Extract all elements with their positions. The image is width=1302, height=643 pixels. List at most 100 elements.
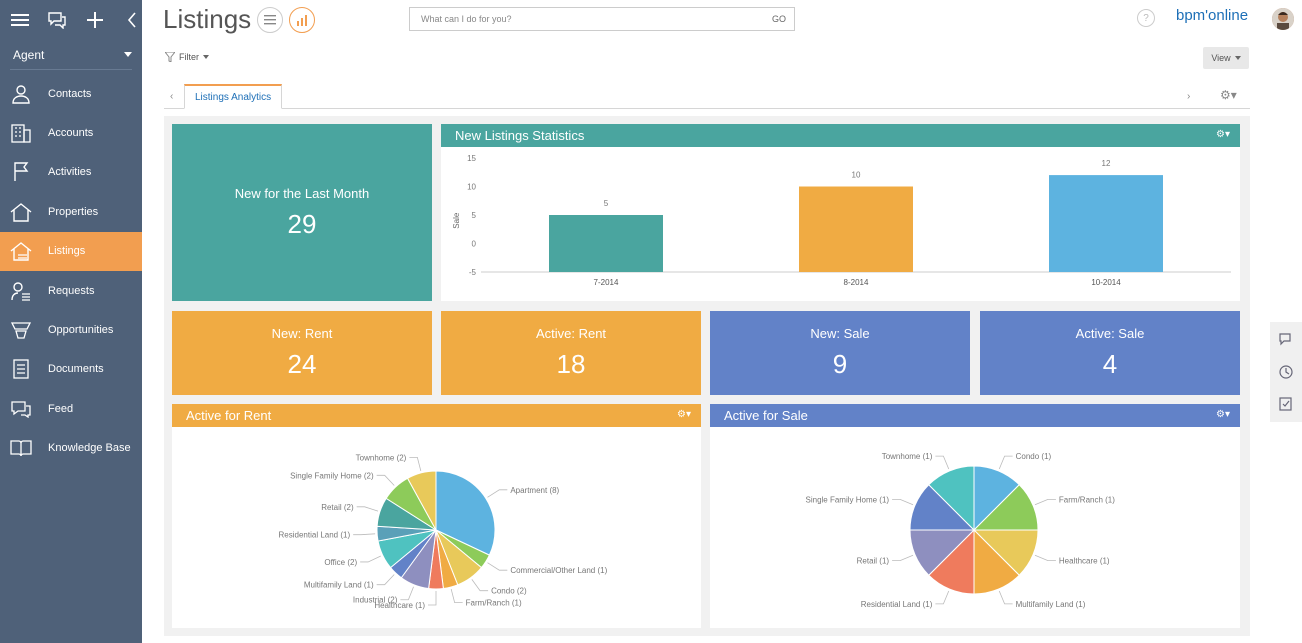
sidebar-item-label: Requests — [48, 284, 95, 297]
bar-value-label: 10 — [852, 171, 861, 180]
filter-label: Filter — [179, 52, 199, 62]
gear-icon[interactable]: ⚙▾ — [1220, 88, 1237, 102]
pie-slice-label: Apartment (8) — [510, 486, 559, 495]
menu-icon[interactable] — [10, 10, 29, 30]
pie-slice-label: Commercial/Other Land (1) — [510, 566, 607, 575]
sidebar-item-label: Properties — [48, 205, 99, 218]
pie-leader-line — [935, 590, 950, 605]
gear-icon[interactable]: ⚙▾ — [1216, 129, 1230, 140]
sidebar-item-label: Contacts — [48, 87, 92, 100]
chat-icon[interactable] — [1278, 332, 1294, 348]
sidebar-item-documents[interactable]: Documents — [0, 350, 142, 389]
pie-slice[interactable] — [406, 470, 437, 531]
chat-icon[interactable] — [47, 10, 67, 30]
bar-chart: -5 0 5 10 15 Sale 5 7-2014 10 8-2014 12 10-2014 — [452, 154, 1231, 287]
pie-slice-label: Farm/Ranch (1) — [466, 599, 522, 608]
tile-value: 24 — [287, 349, 317, 379]
house-list-icon — [10, 240, 32, 262]
y-tick-label: 0 — [472, 240, 477, 249]
panel-title: Active for Sale — [724, 408, 808, 423]
panel-header: New Listings Statistics ⚙▾ — [441, 124, 1240, 147]
bar-chart-icon — [297, 14, 307, 26]
collapse-icon[interactable] — [123, 10, 142, 30]
sidebar-item-feed[interactable]: Feed — [0, 389, 142, 428]
gear-icon[interactable]: ⚙▾ — [677, 409, 691, 420]
role-selector[interactable]: Agent — [10, 40, 132, 70]
pie-slice[interactable] — [435, 470, 496, 556]
tab-scroll-right-icon[interactable]: › — [1187, 91, 1191, 102]
clock-icon[interactable] — [1278, 364, 1294, 380]
bar[interactable] — [1049, 175, 1163, 272]
add-icon[interactable] — [85, 10, 104, 30]
tab-scroll-left-icon[interactable]: ‹ — [170, 91, 174, 102]
tile-label: Active: Rent — [535, 326, 607, 341]
filter-button[interactable]: Filter — [165, 52, 209, 62]
funnel-icon — [10, 319, 32, 341]
pie-slice-label: Condo (2) — [491, 587, 527, 596]
book-icon — [10, 437, 32, 459]
sidebar-item-label: Feed — [48, 402, 74, 415]
sidebar-nav: Contacts Accounts Activities Properties List… — [0, 74, 142, 468]
tile-active-rent[interactable]: Active: Rent 18 — [441, 311, 701, 395]
view-button[interactable]: View — [1203, 47, 1249, 69]
y-tick-label: 10 — [467, 183, 476, 192]
sidebar-item-requests[interactable]: Requests — [0, 271, 142, 310]
sidebar-item-label: Documents — [48, 363, 104, 376]
pie-leader-line — [428, 591, 437, 606]
pie-slice-label: Healthcare (1) — [1059, 557, 1110, 566]
pie-slice-label: Retail (1) — [857, 557, 890, 566]
tile-new-last-month[interactable]: New for the Last Month 29 — [172, 124, 432, 301]
pie-slice-label: Multifamily Land (1) — [1016, 600, 1086, 609]
tile-active-sale[interactable]: Active: Sale 4 — [980, 311, 1240, 395]
pie-leader-line — [376, 474, 395, 486]
sidebar-item-accounts[interactable]: Accounts — [0, 113, 142, 152]
pie-leader-line — [935, 455, 950, 470]
document-icon — [10, 358, 32, 380]
pie-leader-line — [356, 506, 379, 512]
search-input[interactable]: What can I do for you? GO — [409, 7, 795, 31]
tile-new-sale[interactable]: New: Sale 9 — [710, 311, 970, 395]
pie-leader-line — [487, 562, 508, 571]
help-icon[interactable]: ? — [1137, 9, 1155, 27]
tile-new-rent[interactable]: New: Rent 24 — [172, 311, 432, 395]
sidebar-item-activities[interactable]: Activities — [0, 153, 142, 192]
x-tick-label: 8-2014 — [844, 278, 869, 287]
sidebar-item-label: Activities — [48, 166, 92, 179]
tile-value: 4 — [1102, 349, 1118, 379]
search-placeholder: What can I do for you? — [421, 14, 512, 24]
list-view-button[interactable] — [257, 7, 283, 33]
tab-listings-analytics[interactable]: Listings Analytics — [184, 84, 283, 109]
bar-value-label: 5 — [604, 199, 609, 208]
pie-leader-line — [471, 579, 489, 592]
tile-label: New: Sale — [810, 326, 870, 341]
avatar[interactable] — [1272, 8, 1294, 30]
bar[interactable] — [549, 215, 663, 272]
search-go-button[interactable]: GO — [771, 14, 786, 24]
pie-leader-line — [360, 555, 381, 563]
sidebar-item-properties[interactable]: Properties — [0, 192, 142, 231]
pie-slice-label: Industrial (2) — [353, 596, 398, 605]
tab-bar: ‹ Listings Analytics › ⚙▾ — [164, 84, 1250, 109]
sidebar: Agent Contacts Accounts Activities Properti… — [0, 0, 142, 643]
chevron-down-icon — [203, 55, 209, 59]
role-label: Agent — [13, 47, 45, 62]
bar[interactable] — [799, 186, 913, 273]
pie-slice-label: Single Family Home (2) — [290, 471, 374, 480]
gear-icon[interactable]: ⚙▾ — [1216, 409, 1230, 420]
pie-leader-line — [450, 588, 463, 604]
checklist-icon[interactable] — [1278, 396, 1294, 412]
pie-slice[interactable] — [928, 465, 975, 532]
panel-header: Active for Sale ⚙▾ — [710, 404, 1240, 427]
y-axis-label: Sale — [452, 212, 461, 229]
sidebar-item-knowledge-base[interactable]: Knowledge Base — [0, 429, 142, 468]
sidebar-item-listings[interactable]: Listings — [0, 231, 142, 271]
house-icon — [10, 201, 32, 223]
sidebar-item-opportunities[interactable]: Opportunities — [0, 310, 142, 349]
analytics-view-button[interactable] — [289, 7, 315, 33]
sidebar-item-contacts[interactable]: Contacts — [0, 74, 142, 113]
tile-value: 29 — [287, 208, 317, 239]
flag-icon — [10, 161, 32, 183]
pie-slice-label: Townhome (2) — [356, 453, 407, 462]
pie-leader-line — [892, 554, 914, 562]
pie-leader-line — [487, 489, 508, 498]
